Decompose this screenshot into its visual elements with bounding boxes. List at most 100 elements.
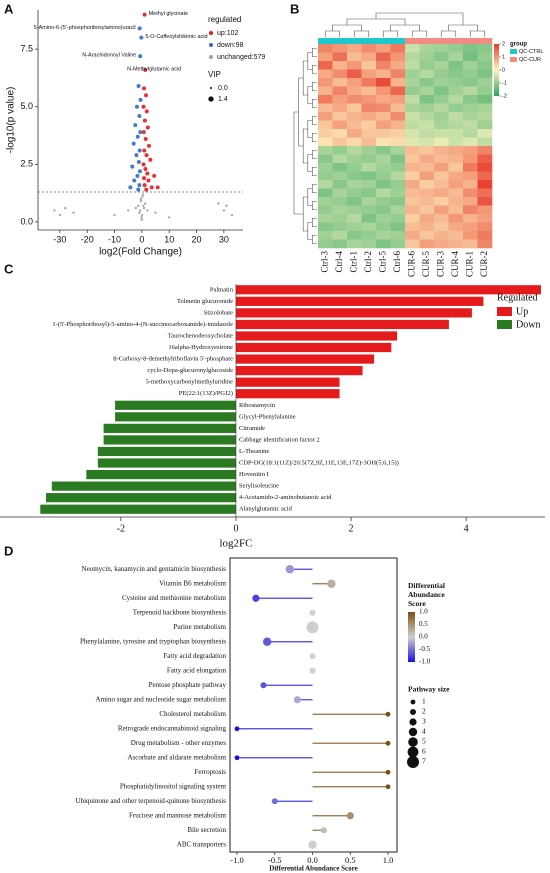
heat-cell	[347, 180, 362, 189]
category-label: PE(22:1(13Z)/PGJ2)	[179, 390, 233, 397]
group-bar	[477, 38, 493, 44]
category-label: Fructose and mannose metabolism	[129, 811, 227, 819]
heat-cell	[463, 129, 478, 138]
heat-cell	[361, 137, 377, 147]
heat-cell	[463, 205, 478, 215]
group-bar	[332, 38, 348, 44]
size-swatch	[410, 709, 416, 715]
heat-cell	[477, 129, 493, 138]
category-label: Serylisoleucine	[239, 483, 279, 490]
heat-cell	[390, 69, 406, 79]
heat-cell	[318, 222, 333, 232]
x-tick-label: 30	[219, 234, 229, 244]
data-point	[143, 166, 148, 171]
heat-cell	[332, 214, 348, 223]
data-point	[143, 93, 148, 98]
data-point	[145, 125, 150, 130]
heat-cell	[434, 231, 449, 240]
heat-cell	[434, 120, 449, 130]
heat-cell	[332, 222, 348, 232]
data-point	[225, 204, 228, 208]
heat-cell	[405, 129, 420, 138]
data-point	[137, 183, 142, 188]
heat-cell	[390, 86, 406, 96]
heat-cell	[477, 52, 493, 62]
x-tick-label: -10	[108, 234, 121, 244]
data-point	[142, 86, 147, 91]
heat-cell	[477, 69, 493, 79]
category-label: Neomycin, kanamycin and gentamicin biosy…	[82, 565, 227, 573]
data-point	[64, 206, 67, 210]
heat-cell	[318, 120, 333, 130]
heat-cell	[419, 103, 435, 113]
heat-cell	[347, 154, 362, 164]
heat-cell	[419, 239, 435, 249]
data-point	[113, 213, 116, 217]
data-point	[142, 118, 147, 123]
bar	[40, 504, 236, 514]
category-label: Phenylalanine, tyrosine and tryptophan b…	[80, 637, 226, 645]
category-label: CDP-DG(18:1(11Z)/20:5(7Z,9Z,11E,13E,17Z)…	[239, 460, 399, 467]
annotation: N-Methylglutamic acid	[127, 66, 181, 72]
heat-cell	[376, 222, 391, 232]
heat-cell	[376, 86, 391, 96]
lollipop-head	[309, 653, 316, 660]
heat-cell	[405, 69, 420, 79]
category-label: L-Theanine	[239, 448, 269, 455]
data-point	[138, 130, 143, 135]
heat-cell	[434, 180, 449, 189]
panel-label: B	[290, 1, 299, 16]
heat-cell	[405, 214, 420, 223]
heat-cell	[448, 197, 464, 206]
heat-cell	[405, 180, 420, 189]
heat-cell	[390, 112, 406, 121]
lollipop-head	[385, 769, 391, 775]
heat-cell	[332, 129, 348, 138]
heat-cell	[434, 112, 449, 121]
data-point	[137, 148, 142, 153]
heat-cell	[332, 103, 348, 113]
legend-title: Differential Abundance Score	[408, 581, 447, 608]
heat-cell	[390, 78, 406, 87]
heat-cell	[419, 120, 435, 130]
legend-title: Regulated	[497, 292, 538, 303]
data-point	[140, 216, 143, 219]
heat-cell	[361, 120, 377, 130]
group-bar	[347, 38, 362, 44]
heat-cell	[318, 163, 333, 172]
heat-cell	[332, 112, 348, 121]
colorbar	[494, 44, 499, 96]
heat-cell	[463, 171, 478, 181]
heat-cell	[347, 61, 362, 70]
heat-cell	[347, 44, 362, 53]
heat-cell	[390, 231, 406, 240]
heat-cell	[405, 120, 420, 130]
heat-cell	[448, 137, 464, 147]
x-tick-label: -2	[117, 523, 125, 534]
colorbar-label: -2	[502, 93, 507, 99]
group-bar	[405, 38, 420, 44]
category-label: Hovenitin I	[239, 471, 269, 478]
data-point	[58, 213, 62, 217]
x-tick-label: 0	[139, 234, 144, 244]
heat-cell	[318, 239, 333, 249]
heat-cell	[448, 163, 464, 172]
size-swatch	[409, 718, 417, 726]
heat-cell	[376, 52, 391, 62]
heat-cell	[405, 137, 420, 147]
category-label: Citramide	[239, 425, 265, 432]
heat-cell	[405, 154, 420, 164]
heat-cell	[347, 52, 362, 62]
heat-cell	[434, 129, 449, 138]
category-label: Ribostamycin	[239, 402, 276, 409]
heat-cell	[448, 86, 464, 96]
column-label: CUR-3	[435, 251, 445, 278]
heat-cell	[390, 222, 406, 232]
legend-swatch	[209, 55, 213, 59]
data-point	[135, 173, 140, 178]
size-swatch	[407, 756, 419, 768]
dendrogram	[375, 12, 464, 25]
bar	[235, 331, 398, 341]
category-label: 16alpha-Hydroxyestrone	[168, 344, 233, 351]
lollipop-head	[263, 637, 272, 646]
